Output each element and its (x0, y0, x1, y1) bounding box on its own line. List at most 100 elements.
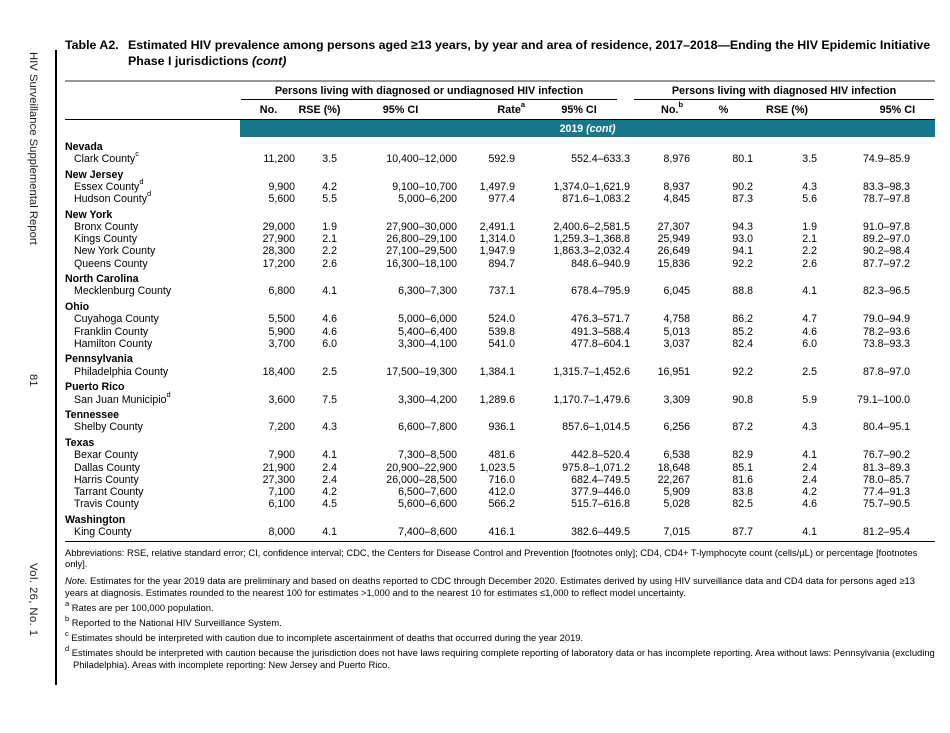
table-row: Dallas County 21,900 2.4 20,900–22,900 1,023… (65, 462, 935, 474)
value-cell-no: 7,200 (268, 421, 295, 434)
table-row: Bexar County 7,900 4.1 7,300–8,500 481.6 442.… (65, 449, 935, 461)
year-band-cont: (cont) (586, 122, 616, 135)
value-cell-rse: 2.4 (322, 461, 337, 474)
footnote-letter-a: a (65, 598, 70, 608)
value-cell-rse2: 2.5 (802, 365, 818, 378)
column-spacer (633, 101, 653, 120)
value-cell-rse: 2.6 (322, 257, 337, 270)
group-gap-cell (633, 474, 652, 486)
value-cell-no: 11,200 (263, 152, 295, 165)
value-cell-ci2: 975.8–1,071.2 (562, 461, 631, 474)
value-cell-pct: 87.2 (732, 421, 754, 434)
value-cell-nob: 7,015 (652, 526, 693, 542)
group-gap-cell (633, 181, 652, 193)
table-row: Hudson Countyd 5,600 5.5 5,000–6,200 977.4 87… (65, 189, 935, 206)
value-cell-nob: 22,267 (657, 473, 691, 486)
area-cell: Travis County (74, 498, 139, 511)
page-content: Table A2. Estimated HIV prevalence among… (65, 38, 936, 670)
value-cell-ci3: 81.3–89.3 (862, 461, 911, 474)
value-cell-rate: 1,314.0 (479, 233, 515, 246)
value-cell-ci2: 515.7–616.8 (571, 498, 631, 511)
value-cell-pct: 92.2 (732, 365, 754, 378)
table-row: Bronx County 29,000 1.9 27,900–30,000 2,491.… (65, 221, 935, 233)
area-cell: Shelby County (74, 421, 143, 434)
column-header-ci3: 95% CI (819, 101, 936, 120)
value-cell-rse2: 4.1 (802, 449, 818, 462)
area-cell: Hudson Countyd (74, 189, 152, 206)
value-cell-rse2: 5.6 (802, 193, 818, 206)
value-cell-rate: 412.0 (488, 485, 515, 498)
value-cell-rse: 4.1 (322, 285, 337, 298)
value-cell-ci3: 87.7–97.2 (862, 257, 911, 270)
value-cell-nob: 3,037 (663, 337, 691, 350)
value-cell-pct: 92.2 (732, 257, 754, 270)
footnote-letter-c: c (65, 628, 69, 638)
state-header-row: Tennessee (65, 406, 935, 422)
value-cell-ci2: 1,170.7–1,479.6 (553, 393, 631, 406)
state-name: Texas (65, 437, 95, 450)
general-note: Note. Estimates for the year 2019 data a… (65, 575, 935, 598)
value-cell-rse2: 6.0 (802, 337, 818, 350)
value-cell-ci3: 82.3–96.5 (862, 285, 911, 298)
table-title-text: Estimated HIV prevalence among persons a… (128, 38, 935, 69)
footnote-marker-d: d (147, 189, 152, 199)
table-title-line2: Phase I jurisdictions (128, 53, 249, 68)
value-cell-rate: 1,384.1 (479, 365, 515, 378)
value-cell-ci3: 81.2–95.4 (819, 526, 936, 542)
value-cell-no: 9,900 (268, 180, 295, 193)
group-gap-cell (633, 462, 652, 474)
value-cell-pct: 94.3 (732, 220, 754, 233)
value-cell-pct: 90.2 (732, 180, 754, 193)
state-header-row: Nevada (65, 137, 935, 153)
group-gap-cell (633, 313, 652, 325)
table-row: Harris County 27,300 2.4 26,000–28,500 716.0… (65, 474, 935, 486)
state-header-row: North Carolina (65, 270, 935, 286)
table-body: 2019 (cont) Nevada Clark Countyc 11,200 3.5 1… (65, 119, 936, 542)
value-cell-ci: 6,300–7,300 (398, 285, 457, 298)
state-header-row: New Jersey (65, 165, 935, 181)
value-cell-ci3: 75.7–90.5 (862, 498, 911, 511)
table-row: New York County 28,300 2.2 27,100–29,500 1,9… (65, 245, 935, 257)
group-gap-cell (633, 245, 652, 257)
volume-issue-label: Vol. 26, No. 1 (27, 563, 39, 637)
column-header-rate: Ratea (459, 101, 525, 120)
column-header-ci2: 95% CI (525, 101, 634, 120)
value-cell-nob: 5,909 (663, 485, 691, 498)
value-cell-ci: 5,600–6,600 (398, 498, 457, 511)
value-cell-ci3: 77.4–91.3 (862, 485, 911, 498)
table-row: Essex Countyd 9,900 4.2 9,100–10,700 1,497.9… (65, 178, 935, 193)
value-cell-ci2: 848.6–940.9 (571, 257, 631, 270)
value-cell-ci2: 442.8–520.4 (571, 449, 631, 462)
value-cell-rate: 541.0 (488, 337, 515, 350)
value-cell-pct: 82.4 (732, 337, 754, 350)
value-cell-nob: 27,307 (657, 220, 691, 233)
value-cell-no: 8,000 (240, 526, 297, 542)
area-cell: Harris County (74, 473, 139, 486)
value-cell-pct: 82.5 (732, 498, 754, 511)
year-band-row: 2019 (cont) (65, 119, 936, 138)
value-cell-ci3: 74.9–85.9 (862, 152, 911, 165)
value-cell-nob: 25,949 (657, 233, 691, 246)
value-cell-nob: 8,937 (663, 180, 691, 193)
area-cell: Bronx County (74, 220, 139, 233)
value-cell-rse2: 3.5 (802, 152, 818, 165)
table-label: Table A2. (65, 38, 119, 52)
value-cell-rate: 524.0 (488, 313, 515, 326)
value-cell-nob: 26,649 (657, 245, 691, 258)
group-gap-cell (633, 326, 652, 338)
value-cell-rate: 416.1 (459, 526, 525, 542)
value-cell-ci2: 1,374.0–1,621.9 (553, 180, 631, 193)
note-label: Note. (65, 574, 88, 586)
table-row: Hamilton County 3,700 6.0 3,300–4,100 541.0 4… (65, 338, 935, 350)
value-cell-rse: 2.4 (322, 473, 337, 486)
table-title: Table A2. Estimated HIV prevalence among… (65, 38, 935, 69)
value-cell-nob: 6,538 (663, 449, 691, 462)
group-header-label: Persons living with diagnosed or undiagn… (241, 85, 618, 100)
value-cell-rse2: 5.9 (802, 393, 818, 406)
abbreviations-note: Abbreviations: RSE, relative standard er… (65, 546, 918, 570)
value-cell-rate: 977.4 (488, 193, 515, 206)
value-cell-rse2: 2.1 (802, 233, 818, 246)
value-cell-no: 27,900 (262, 233, 295, 246)
value-cell-pct: 86.2 (732, 313, 754, 326)
value-cell-rse2: 4.3 (802, 180, 818, 193)
